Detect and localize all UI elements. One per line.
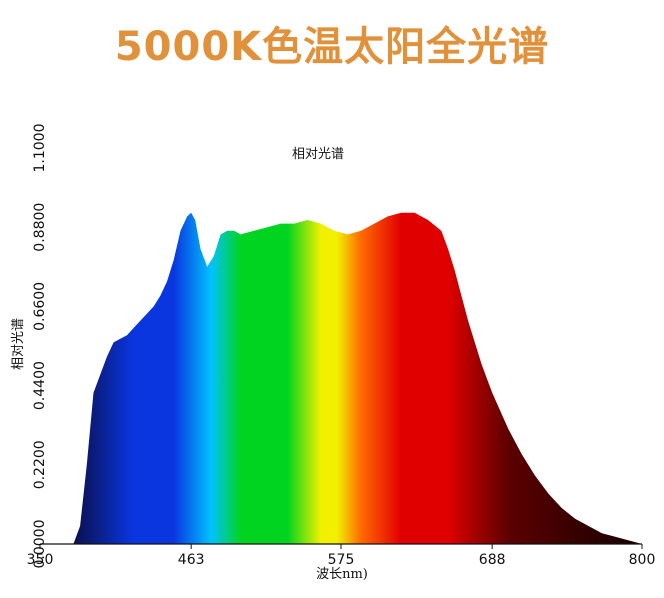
banner-title: 5000K色温太阳全光谱 <box>114 24 550 70</box>
y-tick-label: 1.1000 <box>32 124 48 173</box>
x-tick-label: 575 <box>328 552 355 568</box>
y-tick-label: 0.6600 <box>32 282 48 331</box>
y-axis-title: 相对光谱 <box>11 318 26 370</box>
x-tick-label: 688 <box>479 552 506 568</box>
y-tick-label: 0.2200 <box>32 440 48 489</box>
spectrum-area <box>73 212 642 545</box>
chart-title: 相对光谱 <box>292 147 344 162</box>
x-tick-label: 800 <box>629 552 656 568</box>
y-tick-label: 0.0000 <box>32 520 48 569</box>
x-tick-label: 350 <box>27 552 54 568</box>
y-tick-label: 0.4400 <box>32 361 48 410</box>
x-axis-title: 波长nm) <box>316 567 368 582</box>
y-tick-label: 0.8800 <box>32 203 48 252</box>
x-tick-label: 463 <box>178 552 205 568</box>
